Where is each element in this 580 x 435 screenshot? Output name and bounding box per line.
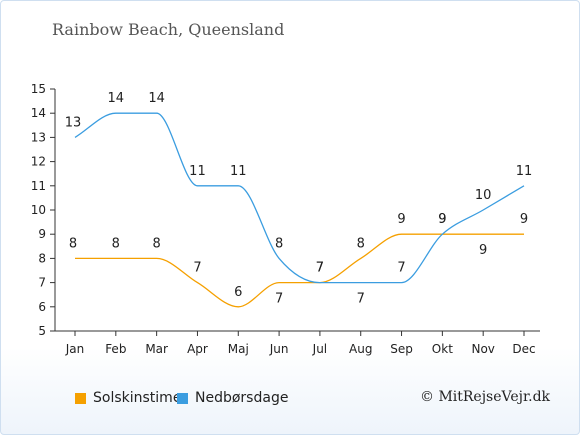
data-label-rain: 7 — [357, 292, 365, 307]
data-label-rain: 11 — [189, 164, 206, 179]
series-line-rain — [74, 112, 525, 284]
data-label-rain: 11 — [516, 164, 533, 179]
y-tick-label: 14 — [31, 106, 46, 120]
x-tick-label: Okt — [432, 342, 453, 356]
data-label-rain: 14 — [148, 91, 165, 106]
data-label-rain: 13 — [65, 115, 82, 130]
x-tick-label: Jan — [65, 342, 85, 356]
x-tick-label: Dec — [512, 342, 535, 356]
y-tick-label: 15 — [31, 82, 46, 96]
data-label-sun: 8 — [69, 236, 77, 251]
x-tick-label: Feb — [105, 342, 126, 356]
y-tick-label: 8 — [38, 251, 46, 265]
y-tick-label: 9 — [38, 227, 46, 241]
x-tick-label: Aug — [349, 342, 372, 356]
chart-title: Rainbow Beach, Queensland — [52, 20, 285, 39]
y-tick-label: 6 — [38, 300, 46, 314]
x-tick-label: Maj — [228, 342, 249, 356]
x-tick-label: Jul — [312, 342, 327, 356]
data-label-sun: 8 — [112, 236, 120, 251]
data-label-sun: 7 — [316, 261, 324, 276]
data-label-sun: 8 — [152, 236, 160, 251]
credit-text: © MitRejseVejr.dk — [420, 389, 551, 405]
legend-label-rain: Nedbørsdage — [195, 390, 289, 406]
data-label-sun: 6 — [234, 285, 242, 300]
data-label-sun: 8 — [357, 236, 365, 251]
legend-item-rain: Nedbørsdage — [177, 390, 288, 406]
data-label-sun: 9 — [438, 212, 446, 227]
data-label-rain: 10 — [475, 188, 492, 203]
y-tick-label: 13 — [31, 130, 46, 144]
data-label-sun: 9 — [397, 212, 405, 227]
y-tick-label: 10 — [31, 203, 46, 217]
y-tick-label: 11 — [31, 179, 46, 193]
x-tick-label: Nov — [471, 342, 494, 356]
data-label-sun: 9 — [520, 212, 528, 227]
x-tick-label: Mar — [145, 342, 168, 356]
data-label-sun: 7 — [275, 292, 283, 307]
legend-swatch-rain — [177, 392, 188, 404]
data-label-sun: 7 — [193, 261, 201, 276]
legend-item-sun: Solskinstimer — [75, 390, 187, 406]
legend-swatch-sun — [75, 392, 86, 404]
data-label-rain: 8 — [275, 236, 283, 251]
series-line-sun — [75, 233, 524, 308]
y-tick-label: 7 — [38, 276, 46, 290]
y-tick-label: 12 — [31, 155, 46, 169]
data-label-rain: 9 — [438, 212, 446, 227]
legend-label-sun: Solskinstimer — [93, 390, 188, 406]
y-tick-label: 5 — [38, 324, 46, 338]
data-label-rain: 7 — [316, 261, 324, 276]
data-label-rain: 14 — [108, 91, 125, 106]
x-tick-label: Jun — [269, 342, 289, 356]
data-label-sun: 9 — [479, 243, 487, 258]
data-label-rain: 7 — [397, 261, 405, 276]
data-label-rain: 11 — [230, 164, 247, 179]
x-tick-label: Apr — [187, 342, 208, 356]
x-tick-label: Sep — [390, 342, 413, 356]
